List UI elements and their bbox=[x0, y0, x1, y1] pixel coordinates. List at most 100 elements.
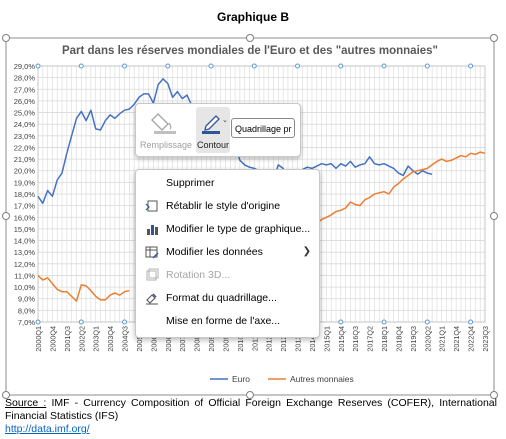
y-tick-label: 13,0% bbox=[14, 248, 36, 257]
gridline-handle[interactable] bbox=[251, 63, 257, 69]
gridline-handle[interactable] bbox=[35, 63, 41, 69]
x-tick-label: 2021Q4 bbox=[452, 326, 461, 352]
x-tick-label: 2018Q1 bbox=[380, 326, 389, 352]
source-text: IMF - Currency Composition of Official F… bbox=[5, 397, 497, 422]
gridline-handle[interactable] bbox=[381, 319, 387, 325]
y-tick-label: 14,0% bbox=[14, 237, 36, 246]
gridline-handle[interactable] bbox=[424, 319, 430, 325]
outline-highlight bbox=[196, 107, 230, 153]
menu-item-rotation-3d: Rotation 3D... bbox=[136, 264, 319, 286]
gridline-handle[interactable] bbox=[122, 63, 128, 69]
x-tick-label: 2000Q1 bbox=[34, 326, 43, 352]
resize-handle[interactable] bbox=[2, 212, 10, 220]
gridline-handle[interactable] bbox=[165, 63, 171, 69]
y-tick-label: 27,0% bbox=[14, 85, 36, 94]
x-tick-label: 2007Q3 bbox=[178, 326, 187, 352]
x-tick-label: 2020Q2 bbox=[423, 326, 432, 352]
chart-type-icon bbox=[147, 225, 158, 235]
x-tick-label: 2017Q2 bbox=[366, 326, 375, 352]
gridline-handle[interactable] bbox=[424, 63, 430, 69]
x-tick-label: 2022Q4 bbox=[467, 326, 476, 352]
chart-title: Part dans les réserves mondiales de l'Eu… bbox=[62, 45, 438, 57]
y-tick-label: 11,0% bbox=[14, 271, 35, 280]
y-tick-label: 7,0% bbox=[18, 318, 35, 327]
gridline-handle[interactable] bbox=[295, 63, 301, 69]
x-tick-label: 2023Q3 bbox=[481, 326, 490, 352]
mini-toolbar: Remplissage ⌄ Contour Quadrillage pr bbox=[135, 103, 301, 157]
x-tick-label: 2002Q2 bbox=[77, 326, 86, 352]
menu-item-retablir-style[interactable]: Rétablir le style d'origine bbox=[136, 195, 319, 217]
gridline-handle[interactable] bbox=[338, 63, 344, 69]
menu-item-label: Supprimer bbox=[166, 177, 215, 189]
x-tick-label: 2012Q1 bbox=[265, 326, 274, 352]
menu-item-label: Modifier les données bbox=[166, 246, 263, 258]
y-tick-label: 9,0% bbox=[18, 295, 35, 304]
gridline-handle[interactable] bbox=[78, 319, 84, 325]
outline-label: Contour bbox=[196, 140, 230, 150]
menu-item-modifier-donnees[interactable]: Modifier les données ❯ bbox=[136, 241, 319, 263]
y-tick-label: 18,0% bbox=[14, 190, 36, 199]
x-tick-label: 2009Q4 bbox=[221, 326, 230, 352]
menu-item-modifier-type[interactable]: Modifier le type de graphique... bbox=[136, 218, 319, 240]
x-tick-label: 2021Q1 bbox=[438, 326, 447, 352]
menu-item-supprimer[interactable]: Supprimer bbox=[136, 172, 319, 194]
source-link[interactable]: http://data.imf.org/ bbox=[5, 423, 90, 435]
reset-style-icon bbox=[145, 200, 158, 212]
gridline-handle[interactable] bbox=[78, 63, 84, 69]
legend-label: Euro bbox=[232, 374, 250, 384]
context-menu: Supprimer Rétablir le style d'origine Mo… bbox=[135, 169, 320, 338]
element-select[interactable]: Quadrillage pr bbox=[231, 118, 295, 138]
x-tick-label: 2000Q4 bbox=[48, 326, 57, 352]
paint-bucket-icon bbox=[151, 113, 176, 134]
legend[interactable]: Euro Autres monnaies bbox=[210, 374, 354, 384]
x-tick-label: 2018Q4 bbox=[394, 326, 403, 352]
x-tick-label: 2003Q1 bbox=[92, 326, 101, 352]
x-axis-ticks: 2000Q1 2000Q4 2001Q3 2002Q2 2003Q1 2003Q4 2004… bbox=[34, 326, 490, 352]
outline-button[interactable]: ⌄ Contour bbox=[196, 108, 230, 152]
edit-data-icon bbox=[145, 246, 159, 259]
source-label: Source : bbox=[5, 397, 47, 409]
x-tick-label: 2012Q4 bbox=[279, 326, 288, 352]
gridline-handle[interactable] bbox=[208, 63, 214, 69]
x-tick-label: 2016Q3 bbox=[351, 326, 360, 352]
gridline-handle[interactable] bbox=[35, 319, 41, 325]
x-tick-label: 2009Q1 bbox=[207, 326, 216, 352]
x-tick-label: 2010Q3 bbox=[236, 326, 245, 352]
resize-handle[interactable] bbox=[490, 391, 498, 399]
x-tick-label: 2011Q2 bbox=[250, 326, 259, 351]
fill-button[interactable]: Remplissage bbox=[138, 108, 194, 152]
resize-handle[interactable] bbox=[490, 34, 498, 42]
gridline-handle[interactable] bbox=[468, 63, 474, 69]
x-tick-label: 2003Q4 bbox=[106, 326, 115, 352]
format-icon bbox=[146, 293, 158, 305]
menu-item-format-quadrillage[interactable]: Format du quadrillage... bbox=[136, 287, 319, 309]
y-tick-label: 12,0% bbox=[14, 260, 36, 269]
x-tick-label: 2001Q3 bbox=[63, 326, 72, 352]
x-tick-label: 2006Q4 bbox=[164, 326, 173, 352]
y-tick-label: 26,0% bbox=[14, 97, 36, 106]
y-tick-label: 16,0% bbox=[14, 213, 36, 222]
legend-label: Autres monnaies bbox=[290, 374, 354, 384]
y-tick-label: 20,0% bbox=[14, 167, 36, 176]
gridline-handle[interactable] bbox=[122, 319, 128, 325]
y-tick-label: 22,0% bbox=[14, 143, 36, 152]
selection-handles[interactable] bbox=[2, 34, 498, 399]
y-tick-label: 17,0% bbox=[14, 202, 36, 211]
resize-handle[interactable] bbox=[246, 391, 254, 399]
x-tick-label: 2006Q1 bbox=[149, 326, 158, 352]
resize-handle[interactable] bbox=[490, 212, 498, 220]
resize-handle[interactable] bbox=[246, 34, 254, 42]
menu-item-label: Format du quadrillage... bbox=[166, 292, 277, 304]
svg-text:⌄: ⌄ bbox=[222, 117, 228, 124]
gridline-handle[interactable] bbox=[468, 319, 474, 325]
resize-handle[interactable] bbox=[2, 391, 10, 399]
y-tick-label: 21,0% bbox=[14, 155, 36, 164]
gridline-handle[interactable] bbox=[381, 63, 387, 69]
gridline-handle[interactable] bbox=[338, 319, 344, 325]
y-tick-label: 28,0% bbox=[14, 74, 36, 83]
menu-item-mise-en-forme-axe[interactable]: Mise en forme de l'axe... bbox=[136, 310, 319, 332]
resize-handle[interactable] bbox=[2, 34, 10, 42]
y-tick-label: 19,0% bbox=[14, 178, 36, 187]
y-tick-label: 24,0% bbox=[14, 120, 36, 129]
series-line-autres-monnaies[interactable] bbox=[37, 151, 486, 302]
